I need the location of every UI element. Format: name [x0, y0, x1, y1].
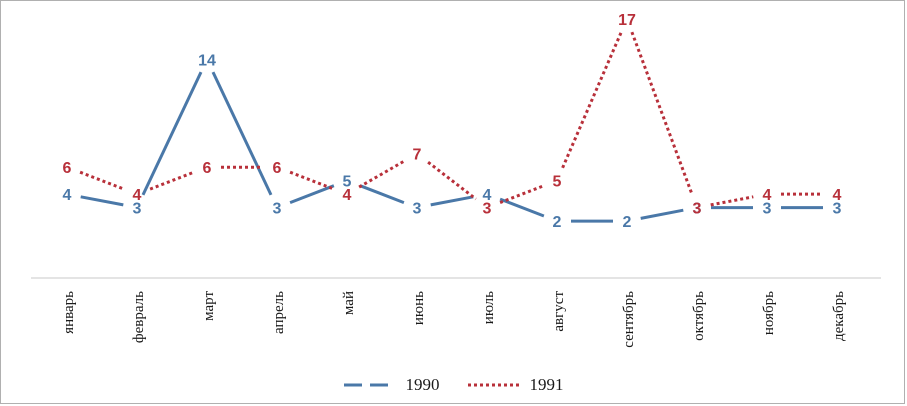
data-label-1990-7: 4: [483, 187, 492, 204]
series-1991-segment-4: [289, 170, 335, 191]
data-label-1991-2: 4: [133, 187, 142, 204]
data-label-1991-11: 4: [763, 187, 772, 204]
x-tick-label-4: апрель: [271, 291, 287, 334]
series-1991-segment-6: [427, 161, 477, 201]
data-label-1991-9: 17: [618, 12, 636, 29]
data-label-1991-7: 3: [483, 201, 492, 218]
legend-swatch-1991: [467, 383, 520, 387]
data-label-1991-12: 4: [833, 187, 842, 204]
x-tick-label-3: март: [201, 291, 217, 321]
data-label-1990-11: 3: [763, 201, 772, 218]
x-tick-label-7: июль: [481, 291, 497, 324]
series-1990-segment-3: [211, 71, 273, 196]
data-label-1990-5: 5: [343, 174, 352, 191]
data-label-1991-6: 7: [413, 147, 422, 164]
series-1991-segment-5: [358, 159, 406, 189]
series-1990-segment-5: [359, 184, 405, 204]
x-tick-label-5: май: [341, 291, 357, 315]
legend-entry-1990: 1990: [342, 375, 440, 395]
series-1990-segment-9: [640, 208, 684, 220]
data-label-1990-10: 3: [693, 201, 702, 218]
x-tick-label-1: январь: [61, 291, 77, 334]
data-label-1990-6: 3: [413, 201, 422, 218]
series-1991-segment-1: [79, 170, 125, 191]
x-tick-label-11: ноябрь: [761, 291, 777, 335]
series-1991-segment-2: [149, 170, 195, 191]
x-tick-label-8: август: [551, 291, 567, 332]
series-1991-segment-7: [499, 184, 545, 204]
x-tick-label-9: сентябрь: [621, 291, 637, 348]
series-1991-segment-8: [561, 31, 623, 169]
legend-label-1990: 1990: [405, 375, 440, 394]
legend-swatch-1990: [343, 383, 396, 387]
series-1991-segment-10: [710, 195, 754, 207]
legend-entry-1991: 1991: [466, 375, 564, 395]
series-1990-segment-4: [289, 184, 335, 204]
x-tick-label-2: февраль: [131, 291, 147, 343]
data-label-1991-4: 6: [273, 160, 282, 177]
x-tick-label-12: декабрь: [831, 291, 847, 341]
series-1991-segment-9: [630, 31, 694, 196]
series-1990-segment-6: [430, 195, 474, 207]
data-label-1990-12: 3: [833, 201, 842, 218]
data-label-1990-9: 2: [623, 214, 632, 231]
data-label-1991-10: 3: [693, 201, 702, 218]
data-label-1990-3: 14: [198, 52, 216, 69]
x-tick-label-layer: январь февраль март апрель май июнь июль август…: [61, 291, 847, 348]
data-label-1991-3: 6: [203, 160, 212, 177]
series-layer: [79, 31, 823, 223]
series-1990-segment-7: [499, 197, 545, 218]
x-tick-label-10: октябрь: [691, 291, 707, 341]
data-label-1990-1: 4: [63, 187, 72, 204]
series-1990-segment-1: [80, 195, 124, 207]
data-label-1991-5: 4: [343, 187, 352, 204]
x-tick-label-6: июнь: [411, 291, 427, 325]
legend-label-1991: 1991: [529, 375, 564, 394]
data-label-1990-4: 3: [273, 201, 282, 218]
data-label-1991-8: 5: [553, 174, 562, 191]
data-label-1990-8: 2: [553, 214, 562, 231]
series-1990-segment-2: [141, 71, 203, 196]
legend: 1990 1991: [1, 373, 904, 397]
data-label-1990-2: 3: [133, 201, 142, 218]
data-label-1991-1: 6: [63, 160, 72, 177]
